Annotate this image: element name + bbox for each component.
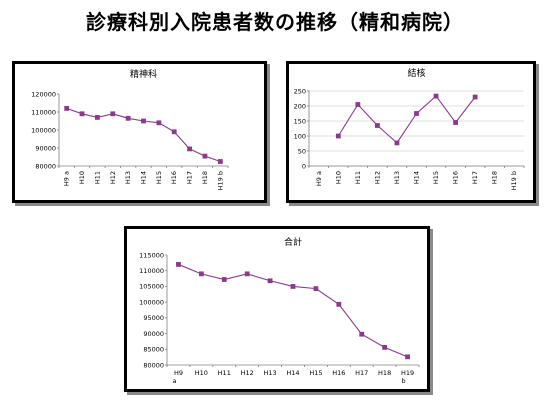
chart-title: 精神科: [130, 68, 157, 80]
x-tick-label: H16: [170, 171, 178, 184]
data-point: [171, 129, 177, 135]
x-tick-sublabel: b: [402, 377, 406, 385]
data-point: [110, 111, 116, 117]
chart-tuberculosis: 結核 0 50 100 150 200 250 H9 a H10 H11 H12 H13 H14 H15 H…: [294, 67, 525, 190]
data-point: [64, 106, 70, 111]
data-point: [453, 120, 458, 125]
x-tick-label: H14: [413, 171, 421, 184]
data-point: [313, 286, 319, 292]
x-tick-label: H18: [378, 369, 391, 377]
x-tick-label: H13: [393, 171, 401, 184]
x-tick-label: H14: [140, 171, 148, 184]
data-point: [472, 94, 478, 100]
y-tick-label: 85000: [143, 346, 164, 354]
x-tick-label: H10: [195, 369, 208, 377]
x-tick-label: H15: [309, 369, 322, 377]
x-tick-label: H17: [355, 369, 368, 377]
x-tick-label: H12: [373, 171, 381, 184]
data-point: [125, 115, 131, 121]
data-point: [335, 133, 341, 139]
data-point: [244, 271, 250, 277]
y-tick-label: 120000: [31, 90, 56, 98]
x-tick-label: H10: [78, 171, 86, 184]
x-tick-label: H15: [432, 171, 440, 184]
data-point: [267, 278, 273, 284]
data-point: [221, 277, 227, 282]
data-point: [433, 93, 439, 99]
x-tick-label: H15: [155, 171, 163, 184]
data-point: [176, 262, 181, 267]
data-point: [382, 345, 388, 350]
x-tick-sublabel: a: [172, 377, 176, 385]
data-point: [79, 111, 85, 117]
x-tick-label: H18: [201, 171, 209, 184]
x-tick-label: H9: [174, 369, 183, 377]
x-tick-label: H16: [452, 171, 460, 184]
data-point: [141, 118, 146, 124]
y-tick-label: 80000: [143, 361, 164, 369]
x-tick-label: H17: [471, 171, 479, 184]
y-tick-label: 0: [302, 162, 306, 170]
x-tick-label: H13: [264, 369, 277, 377]
x-tick-label: H11: [354, 171, 362, 184]
y-tick-label: 115000: [139, 251, 164, 259]
chart-title: 結核: [407, 67, 425, 79]
y-tick-label: 80000: [35, 162, 56, 170]
page-title: 診療科別入院患者数の推移（精和病院）: [86, 10, 464, 34]
y-tick-label: 95000: [143, 314, 164, 322]
data-point: [156, 120, 162, 126]
y-tick-label: 90000: [35, 144, 56, 152]
x-tick-label: H13: [124, 171, 132, 184]
series-line: [66, 107, 221, 163]
y-tick-label: 90000: [143, 330, 164, 338]
series-line: [178, 263, 408, 358]
chart-psychiatry: 精神科 80000 90000 100000 110000 120000 H9 a H10 H1…: [31, 68, 229, 190]
series-line: [337, 95, 476, 144]
chart-panel-tuberculosis: 結核 0 50 100 150 200 250 H9 a H10 H11 H12 H13 H14 H15 H…: [286, 61, 536, 203]
y-tick-label: 250: [294, 87, 306, 95]
x-tick-label: H19 b: [510, 171, 518, 190]
y-tick-label: 110000: [139, 267, 164, 275]
chart-panel-psychiatry: 精神科 80000 90000 100000 110000 120000 H9 a H10 H1…: [12, 61, 267, 203]
data-point: [187, 146, 192, 152]
data-point: [394, 140, 400, 146]
data-point: [198, 271, 204, 277]
data-point: [414, 111, 419, 116]
data-point: [336, 301, 342, 307]
data-point: [375, 123, 380, 128]
y-tick-label: 100000: [31, 126, 56, 134]
x-tick-label: H10: [334, 171, 342, 184]
y-tick-label: 100: [294, 132, 306, 140]
data-point: [95, 115, 100, 120]
y-tick-label: 200: [294, 102, 306, 110]
y-tick-label: 150: [294, 117, 306, 125]
x-tick-label: H18: [491, 171, 499, 184]
y-tick-label: 105000: [139, 283, 164, 291]
chart-title: 合計: [284, 236, 302, 248]
x-tick-label: H12: [109, 171, 117, 184]
x-tick-label: H17: [186, 171, 194, 184]
x-tick-label: H19 b: [216, 171, 224, 190]
data-point: [355, 102, 361, 107]
x-tick-label: H9 a: [63, 171, 71, 186]
data-point: [290, 284, 296, 289]
data-point: [217, 159, 223, 164]
y-tick-label: 50: [298, 147, 306, 155]
y-tick-label: 100000: [139, 298, 164, 306]
y-tick-label: 110000: [31, 108, 56, 116]
x-tick-label: H16: [332, 369, 345, 377]
x-tick-label: H11: [218, 369, 231, 377]
x-tick-label: H12: [241, 369, 254, 377]
x-tick-label: H19: [401, 369, 414, 377]
chart-total: 合計 80000 85000 90000 95000 100000 105000 110000…: [139, 236, 420, 385]
data-point: [202, 153, 208, 159]
x-tick-label: H9 a: [315, 171, 323, 186]
data-point: [405, 354, 410, 360]
x-tick-label: H14: [286, 369, 299, 377]
data-point: [359, 331, 365, 337]
chart-panel-total: 合計 80000 85000 90000 95000 100000 105000 110000…: [124, 226, 430, 392]
x-tick-label: H11: [93, 171, 101, 184]
